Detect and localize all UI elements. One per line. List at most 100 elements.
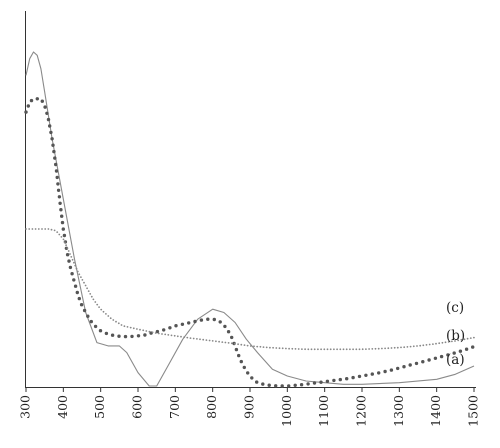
data-point (206, 317, 210, 321)
data-point (50, 228, 53, 231)
data-point (319, 380, 323, 384)
data-point (400, 346, 402, 349)
data-point (148, 330, 151, 333)
data-point (157, 332, 160, 335)
data-point (100, 308, 103, 311)
data-point (351, 375, 355, 380)
data-point (154, 332, 157, 334)
data-point (51, 143, 55, 147)
data-point (94, 301, 97, 303)
data-point (272, 346, 274, 349)
data-point (115, 320, 117, 323)
data-point (377, 371, 381, 375)
data-point (98, 306, 100, 308)
x-tick-label: 1000 (279, 395, 294, 427)
data-point (265, 346, 268, 349)
data-point (81, 279, 84, 281)
series-1 (25, 51, 475, 387)
data-point (255, 380, 259, 384)
x-tick-label: 900 (242, 395, 257, 419)
plot-area (24, 51, 475, 388)
data-point (53, 156, 57, 160)
data-point (249, 345, 252, 347)
data-point (52, 149, 56, 154)
data-point (89, 319, 94, 324)
data-point (75, 267, 78, 270)
data-point (196, 338, 198, 340)
data-point (176, 335, 179, 338)
data-point (250, 376, 254, 380)
data-point (342, 348, 345, 351)
data-point (454, 340, 456, 342)
x-tick-label: 700 (167, 395, 182, 419)
data-point (384, 347, 386, 350)
data-point (458, 349, 463, 353)
x-tick-label: 300 (18, 395, 33, 419)
data-point (65, 244, 67, 247)
data-point (224, 341, 227, 344)
x-tick-label: 1300 (391, 395, 406, 427)
x-tick-label: 1200 (354, 395, 369, 427)
data-point (371, 348, 374, 350)
data-point (84, 284, 87, 287)
data-point (403, 346, 406, 349)
data-point (253, 345, 255, 348)
data-point (227, 342, 230, 344)
data-point (464, 347, 469, 351)
data-point (326, 348, 329, 351)
data-point (46, 117, 51, 122)
data-point (313, 348, 316, 351)
data-point (433, 356, 438, 360)
data-point (187, 321, 191, 325)
data-point (221, 341, 224, 343)
data-point (162, 328, 166, 332)
data-point (56, 231, 59, 234)
data-point (396, 346, 399, 349)
data-point (237, 343, 240, 346)
data-point (358, 348, 361, 351)
series-2 (24, 97, 475, 388)
data-point (35, 97, 39, 101)
data-point (297, 348, 300, 350)
data-point (240, 343, 243, 346)
data-point (275, 347, 278, 349)
series-labels: (a) (b) (c) (446, 300, 465, 368)
data-point (237, 353, 241, 358)
data-point (339, 348, 342, 351)
data-point (463, 338, 466, 341)
data-point (451, 340, 453, 343)
data-point (41, 228, 43, 230)
data-point (408, 363, 412, 367)
data-point (186, 336, 189, 339)
data-point (136, 328, 138, 330)
data-point (77, 296, 82, 301)
x-axis-ticks: 300 400 500 600 700 800 900 1000 1100 1200 1300 140… (18, 388, 481, 427)
data-point (68, 265, 73, 270)
data-point (212, 317, 216, 322)
series-label: (a) (446, 352, 465, 368)
data-point (117, 322, 120, 325)
data-point (29, 98, 34, 103)
data-point (414, 361, 419, 366)
data-point (48, 124, 52, 128)
data-point (287, 384, 291, 388)
data-point (79, 303, 84, 307)
data-point (352, 348, 354, 351)
x-tick-label: 1400 (428, 395, 443, 427)
data-point (262, 346, 265, 348)
data-point (180, 322, 185, 326)
data-point (55, 175, 59, 180)
data-point (58, 201, 62, 205)
data-point (294, 348, 297, 350)
data-point (307, 348, 310, 351)
data-point (71, 258, 74, 261)
data-point (82, 308, 87, 313)
series-3 (25, 228, 475, 351)
data-point (65, 253, 70, 257)
data-point (370, 372, 374, 376)
data-point (192, 337, 195, 340)
data-point (261, 382, 265, 386)
data-point (87, 290, 90, 292)
data-point (218, 320, 222, 324)
data-point (374, 347, 377, 350)
